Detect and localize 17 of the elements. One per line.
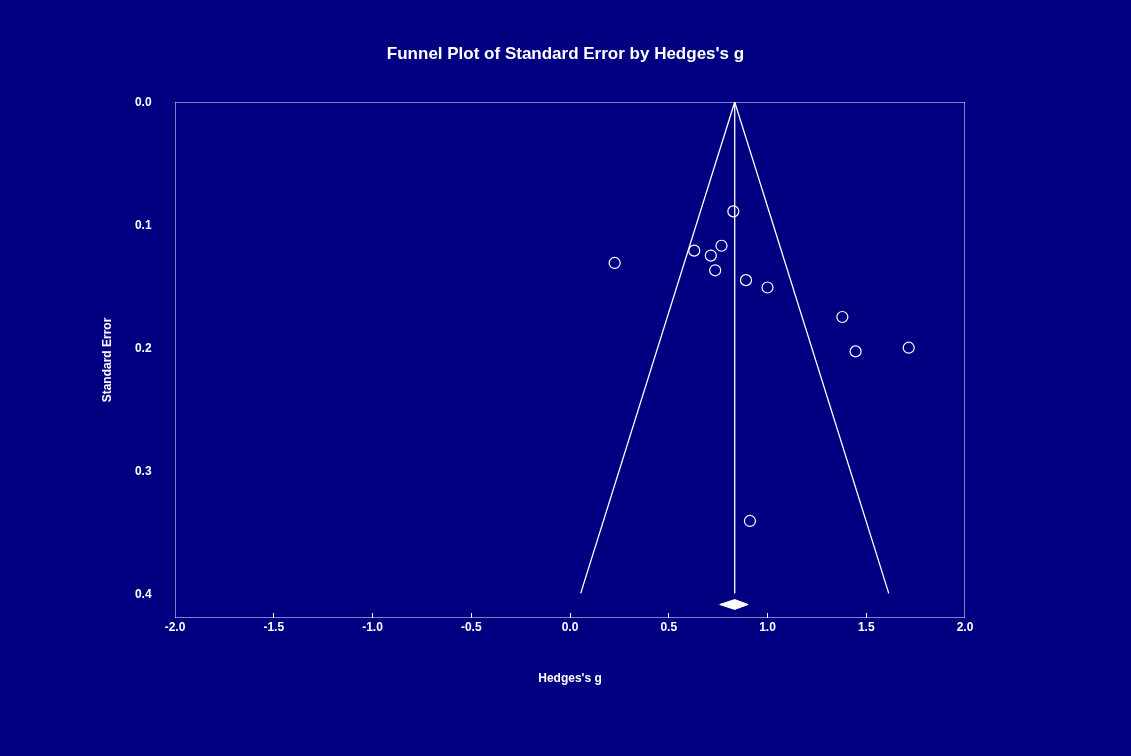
y-tick-label: 0.1 [134, 218, 152, 233]
x-tick-label: 1.5 [857, 620, 875, 634]
x-tick-label: -1.5 [263, 620, 285, 634]
y-axis-title: Standard Error [100, 317, 115, 403]
x-tick-label: -0.5 [460, 620, 482, 634]
y-tick-label: 0.3 [134, 463, 152, 478]
y-tick-label: 0.2 [134, 340, 152, 355]
x-tick-label: 0.5 [660, 620, 678, 634]
y-tick-label: 0.0 [134, 95, 152, 110]
x-tick-label: -1.0 [362, 620, 384, 634]
chart-title: Funnel Plot of Standard Error by Hedges's g [386, 43, 745, 63]
y-tick-label: 0.4 [134, 586, 152, 601]
x-axis-title: Hedges's g [538, 670, 602, 685]
x-tick-label: 2.0 [956, 620, 974, 634]
x-tick-label: 0.0 [561, 620, 579, 634]
x-tick-label: -2.0 [164, 620, 186, 634]
x-tick-label: 1.0 [759, 620, 777, 634]
